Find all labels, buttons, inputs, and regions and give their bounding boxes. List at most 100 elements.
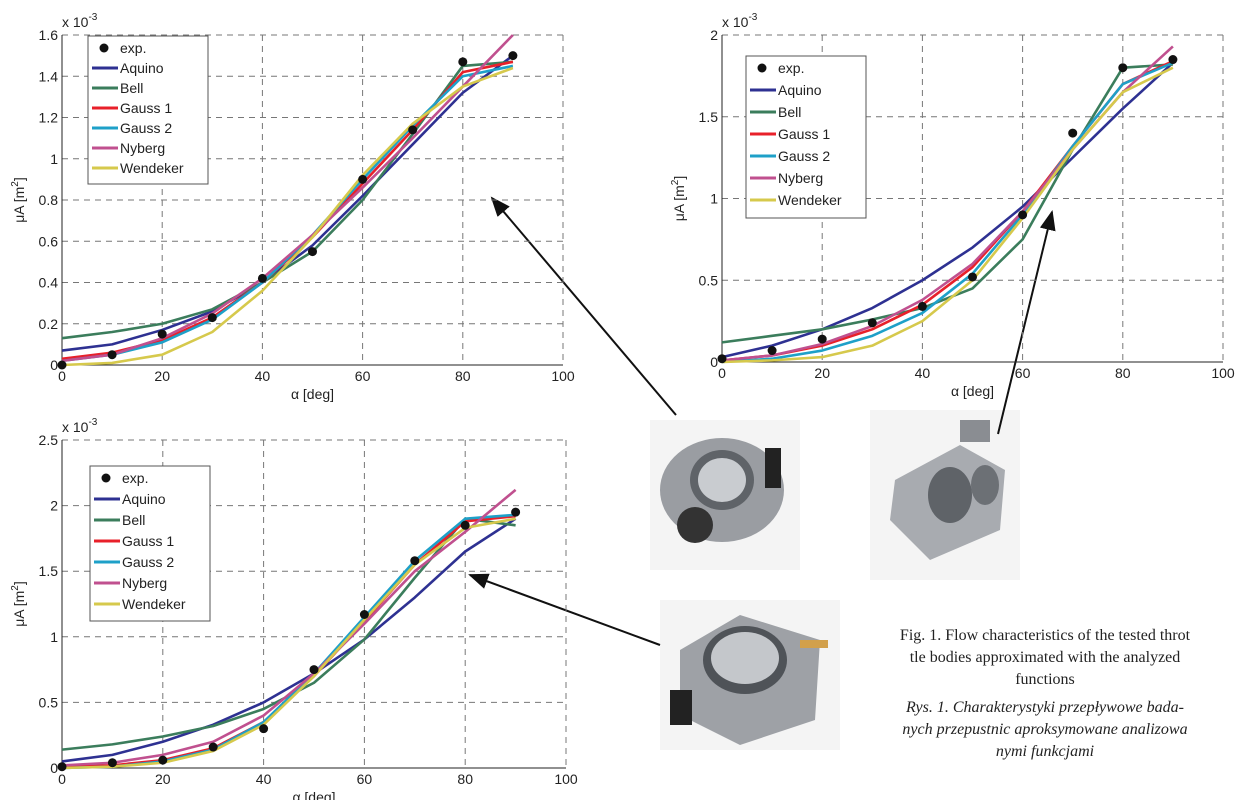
y-tick-label: 1.6: [39, 27, 59, 43]
y-label-text: μA [m: [671, 185, 687, 221]
exp-point: [58, 762, 67, 771]
arrow: [492, 198, 676, 415]
legend-label: Bell: [120, 80, 143, 96]
x-axis-label: α [deg]: [291, 386, 334, 402]
exp-point: [258, 274, 267, 283]
x-tick-label: 60: [357, 771, 373, 787]
multiplier-exponent: -3: [748, 12, 757, 23]
legend-label: exp.: [122, 470, 148, 486]
legend-label: Gauss 1: [120, 100, 172, 116]
x-tick-label: 40: [255, 368, 271, 384]
x-tick-label: 100: [554, 771, 578, 787]
legend-label: Bell: [122, 512, 145, 528]
y-tick-label: 1.5: [39, 563, 59, 579]
exp-point: [1018, 210, 1027, 219]
y-tick-label: 0: [50, 357, 58, 373]
x-tick-label: 0: [718, 365, 726, 381]
axis-multiplier: x 10-3: [722, 12, 758, 30]
x-tick-label: 80: [455, 368, 471, 384]
x-tick-label: 0: [58, 771, 66, 787]
x-tick-label: 0: [58, 368, 66, 384]
y-tick-label: 0: [50, 760, 58, 776]
exp-point: [58, 361, 67, 370]
legend-label: Nyberg: [122, 575, 167, 591]
legend-label: Gauss 2: [122, 554, 174, 570]
exp-point: [968, 272, 977, 281]
caption-english: Fig. 1. Flow characteristics of the test…: [900, 627, 1191, 644]
y-tick-label: 0.2: [39, 316, 59, 332]
legend-label: Bell: [778, 104, 801, 120]
exp-point: [410, 556, 419, 565]
exp-point: [308, 247, 317, 256]
exp-point: [768, 346, 777, 355]
y-tick-label: 1: [710, 191, 718, 207]
y-axis-label: μA [m2]: [10, 177, 27, 223]
legend-label: Gauss 1: [122, 533, 174, 549]
axis-multiplier: x 10-3: [62, 417, 98, 435]
y-label-text: μA [m: [11, 187, 27, 223]
x-tick-label: 20: [154, 368, 170, 384]
y-tick-label: 0: [710, 354, 718, 370]
exp-point: [868, 318, 877, 327]
throttle-photo-1: [650, 420, 800, 570]
x-tick-label: 100: [551, 368, 575, 384]
y-tick-label: 2.5: [39, 432, 59, 448]
y-tick-label: 1: [50, 629, 58, 645]
legend-label: Gauss 2: [778, 148, 830, 164]
exp-point: [259, 724, 268, 733]
x-axis-label: α [deg]: [951, 383, 994, 399]
y-tick-label: 0.5: [39, 694, 59, 710]
legend-label: Aquino: [122, 491, 166, 507]
multiplier-base: x 10: [722, 14, 749, 30]
legend-marker: [758, 64, 767, 73]
y-tick-label: 0.4: [39, 275, 59, 291]
y-tick-label: 2: [50, 498, 58, 514]
legend-marker: [102, 474, 111, 483]
y-tick-label: 0.6: [39, 233, 59, 249]
exp-point: [158, 756, 167, 765]
exp-point: [511, 508, 520, 517]
legend-label: Wendeker: [778, 192, 842, 208]
y-label-end: ]: [11, 177, 27, 181]
legend-label: Nyberg: [120, 140, 165, 156]
exp-point: [458, 57, 467, 66]
legend-label: Gauss 1: [778, 126, 830, 142]
y-tick-label: 1.5: [699, 109, 719, 125]
x-tick-label: 20: [814, 365, 830, 381]
exp-point: [1068, 129, 1077, 138]
x-tick-label: 40: [256, 771, 272, 787]
exp-point: [360, 610, 369, 619]
exp-point: [918, 302, 927, 311]
multiplier-base: x 10: [62, 14, 89, 30]
caption-polish: nych przepustnic aproksymowane analizowa: [902, 721, 1187, 738]
legend-label: Aquino: [778, 82, 822, 98]
y-axis-label: μA [m2]: [10, 581, 27, 627]
y-label-text: μA [m: [11, 591, 27, 627]
legend-label: Gauss 2: [120, 120, 172, 136]
multiplier-base: x 10: [62, 419, 89, 435]
arrow: [998, 212, 1052, 434]
legend-label: Aquino: [120, 60, 164, 76]
y-tick-label: 0.8: [39, 192, 59, 208]
exp-point: [310, 665, 319, 674]
exp-point: [208, 313, 217, 322]
exp-point: [209, 743, 218, 752]
multiplier-exponent: -3: [88, 12, 97, 23]
exp-point: [461, 521, 470, 530]
x-tick-label: 80: [457, 771, 473, 787]
throttle-photo-2: [870, 410, 1020, 580]
x-tick-label: 80: [1115, 365, 1131, 381]
legend-label: exp.: [778, 60, 804, 76]
caption-english: tle bodies approximated with the analyze…: [910, 649, 1181, 666]
caption-polish: nymi funkcjami: [996, 743, 1094, 760]
exp-point: [1168, 55, 1177, 64]
exp-point: [158, 330, 167, 339]
x-axis-label: α [deg]: [292, 789, 335, 800]
legend-marker: [100, 44, 109, 53]
y-tick-label: 1: [50, 151, 58, 167]
x-tick-label: 20: [155, 771, 171, 787]
exp-point: [358, 175, 367, 184]
legend-label: Nyberg: [778, 170, 823, 186]
legend-label: exp.: [120, 40, 146, 56]
legend-label: Wendeker: [120, 160, 184, 176]
